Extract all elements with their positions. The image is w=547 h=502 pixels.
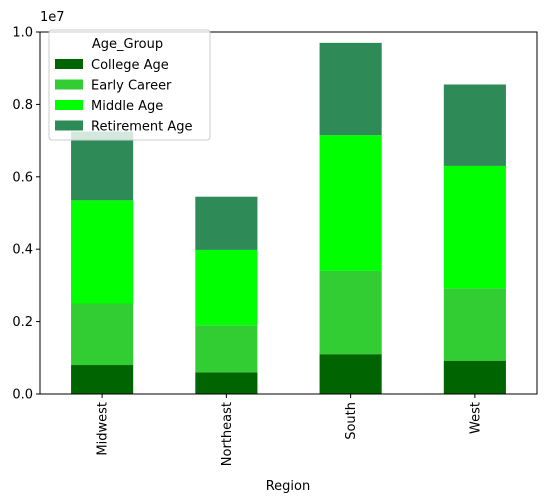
bar-midwest-retirement-age: [71, 131, 134, 201]
bar-northeast-middle-age: [195, 249, 258, 326]
legend-box: [48, 29, 211, 141]
y-tick-label: 0.8: [12, 98, 33, 113]
bar-northeast-early-career: [195, 325, 258, 373]
y-tick-label: 0.0: [12, 388, 33, 403]
x-tick-label-midwest: Midwest: [96, 402, 111, 456]
legend-label-college-age: College Age: [91, 58, 169, 73]
x-axis: Midwest Northeast South West: [96, 394, 483, 466]
legend-swatch-early-career: [55, 79, 83, 90]
bar-northeast-retirement-age: [195, 196, 258, 250]
legend-swatch-college-age: [55, 59, 83, 69]
bar-midwest-college-age: [71, 365, 134, 394]
bar-south-college-age: [319, 354, 382, 394]
legend-swatch-middle-age: [55, 100, 83, 110]
bar-south-retirement-age: [319, 42, 382, 136]
x-tick-label-west: West: [468, 402, 483, 434]
x-tick-label-northeast: Northeast: [220, 402, 235, 466]
legend: Age_Group College Age Early Career Middle A…: [48, 29, 211, 141]
bar-west-retirement-age: [443, 84, 506, 166]
legend-label-middle-age: Middle Age: [91, 99, 163, 114]
x-tick-label-south: South: [344, 402, 359, 440]
bar-midwest-middle-age: [71, 200, 134, 304]
y-tick-label: 0.2: [12, 315, 33, 330]
legend-title: Age_Group: [92, 37, 163, 52]
bar-south-middle-age: [319, 135, 382, 271]
bar-northeast-college-age: [195, 372, 258, 394]
x-axis-label: Region: [266, 479, 311, 494]
y-offset-text: 1e7: [40, 10, 65, 25]
y-tick-label: 0.4: [12, 243, 33, 258]
bar-midwest-early-career: [71, 303, 134, 366]
y-tick-label: 1.0: [12, 26, 33, 41]
legend-label-retirement-age: Retirement Age: [91, 120, 193, 135]
y-axis: 0.0 0.2 0.4 0.6 0.8 1.0: [12, 26, 40, 403]
bar-west-college-age: [443, 360, 506, 394]
plot-frame: [39, 31, 538, 395]
bars-group: [71, 42, 506, 394]
legend-label-early-career: Early Career: [91, 79, 172, 94]
bar-west-early-career: [443, 288, 506, 361]
y-tick-label: 0.6: [12, 170, 33, 185]
bar-west-middle-age: [443, 165, 506, 289]
legend-swatch-retirement-age: [55, 120, 83, 131]
bar-south-early-career: [319, 270, 382, 355]
